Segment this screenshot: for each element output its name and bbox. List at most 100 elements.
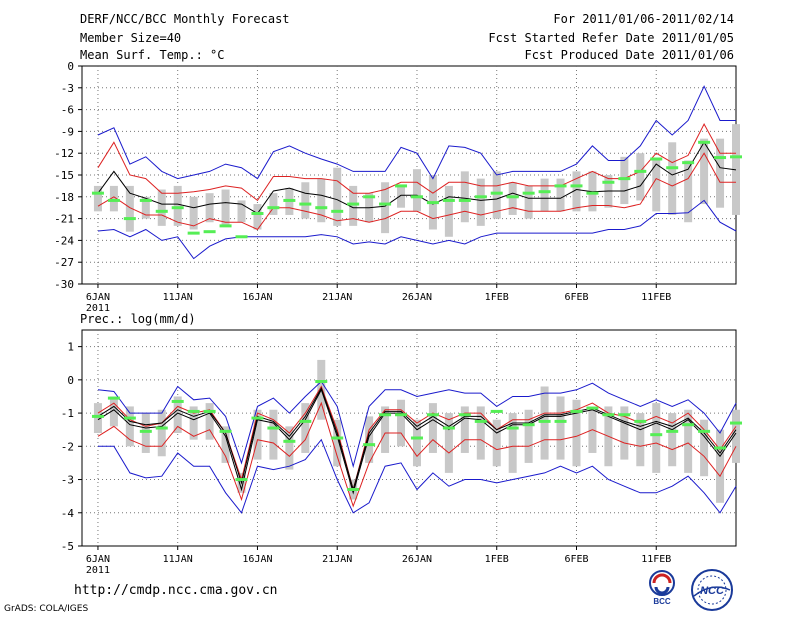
panel1-line-outer_upper (97, 85, 736, 180)
bcc-logo-text: BCC (653, 597, 671, 606)
panel1-box (716, 138, 725, 208)
panel2-ytick-label: 0 (67, 374, 74, 387)
panel2-box (540, 386, 549, 460)
panel2-box (189, 406, 198, 440)
panel1-box (253, 204, 262, 230)
panel1-xtick-label: 6JAN (86, 292, 110, 303)
panel1-ytick-label: -3 (61, 82, 74, 95)
panel2-box (460, 406, 469, 453)
panel1-box (652, 159, 661, 212)
panel1-box (492, 171, 501, 219)
panel1-box (157, 189, 166, 226)
panel1-box (572, 171, 581, 212)
panel2-ytick-label: -4 (61, 507, 75, 520)
panel2-xtick-label: 21JAN (322, 554, 352, 565)
panel2-box (428, 403, 437, 453)
panel2-box (141, 413, 150, 453)
source-url[interactable]: http://cmdp.ncc.cma.gov.cn (74, 583, 278, 598)
panel2-box (125, 406, 134, 447)
forecast-period: For 2011/01/06-2011/02/14 (553, 12, 734, 26)
ncc-logo-text: NCC (700, 585, 725, 597)
panel1-box (93, 185, 102, 212)
panel1-box (301, 182, 310, 219)
panel1-box (109, 185, 118, 212)
panel1-line-outer_lower (97, 199, 737, 260)
panel1-ytick-label: -24 (54, 234, 74, 247)
panel2-box (476, 406, 485, 460)
panel2-box (397, 399, 406, 447)
panel1-box (205, 193, 214, 223)
panel1-box (125, 185, 134, 232)
panel1-box (476, 178, 485, 226)
panel2-line-inner_lower (97, 401, 737, 508)
panel2-box (492, 419, 501, 467)
panel1-ytick-label: -27 (54, 256, 74, 269)
panel1-line-inner_lower (97, 152, 736, 231)
panel1-xtick-label: 11FEB (641, 292, 671, 303)
panel1-box (444, 185, 453, 237)
panel1-xtick-sublabel: 2011 (86, 303, 110, 314)
panel1-box (620, 156, 629, 205)
panel1-box (189, 196, 198, 230)
panel2-box (173, 396, 182, 434)
panel1-box (381, 182, 390, 234)
panel2-box (524, 409, 533, 463)
panel1-box (508, 182, 517, 215)
panel2-line-mean (97, 388, 737, 495)
panel2-box (636, 413, 645, 467)
panel1-ytick-label: -6 (61, 104, 74, 117)
variable-label: Mean Surf. Temp.: °C (80, 48, 225, 62)
panel1-ytick-label: -15 (54, 169, 74, 182)
panel2-line-outer_upper (97, 380, 737, 469)
panel2-box (333, 419, 342, 467)
panel2-xtick-label: 26JAN (402, 554, 432, 565)
panel1-xtick-label: 26JAN (402, 292, 432, 303)
panel2-box (444, 413, 453, 473)
panel1-box (237, 200, 246, 223)
panel2-box (269, 409, 278, 460)
panel1-xtick-label: 21JAN (322, 292, 352, 303)
ncc-logo: NCC (688, 568, 736, 616)
panel2-xtick-label: 16JAN (242, 554, 272, 565)
panel2-box (93, 403, 102, 434)
panel2-box (381, 406, 390, 453)
forecast-produced-date: Fcst Produced Date 2011/01/06 (524, 48, 734, 62)
panel1-ytick-label: -9 (61, 125, 74, 138)
panel1-box (524, 185, 533, 219)
panel1-box (460, 171, 469, 223)
panel2-ytick-label: -3 (61, 474, 74, 487)
panel1-ytick-label: -12 (54, 147, 74, 160)
panel2-box (253, 409, 262, 460)
panel1-box (349, 185, 358, 226)
panel2-box (365, 416, 374, 463)
member-size: Member Size=40 (80, 31, 182, 45)
panel1-ytick-label: -21 (54, 213, 74, 226)
panel2-box (412, 419, 421, 467)
panel2-box (652, 403, 661, 473)
panel1-xtick-label: 16JAN (242, 292, 272, 303)
panel2-box (620, 406, 629, 460)
panel1-box (412, 169, 421, 212)
panel1-box (141, 196, 150, 219)
panel2-box (700, 419, 709, 477)
panel1-box (269, 193, 278, 215)
panel1-box (636, 153, 645, 201)
panel2-xtick-label: 6FEB (564, 554, 588, 565)
panel2-box (109, 396, 118, 427)
chart-title: DERF/NCC/BCC Monthly Forecast (80, 12, 290, 26)
panel2-box (301, 403, 310, 453)
panel1-ytick-label: -30 (54, 278, 74, 291)
panel2-box (285, 426, 294, 470)
panel2-xtick-label: 6JAN (86, 554, 110, 565)
panel1-ytick-label: 0 (67, 60, 74, 73)
panel2-ytick-label: 1 (67, 341, 74, 354)
panel1-box (397, 185, 406, 208)
panel1-xtick-label: 11JAN (163, 292, 193, 303)
panel1-xtick-label: 1FEB (485, 292, 509, 303)
panel2-ytick-label: -1 (61, 407, 74, 420)
panel2-box (157, 409, 166, 457)
panel2-xtick-label: 11JAN (163, 554, 193, 565)
panel2-box (556, 396, 565, 460)
panel2-xtick-sublabel: 2011 (86, 565, 110, 576)
panel1-box (700, 138, 709, 205)
